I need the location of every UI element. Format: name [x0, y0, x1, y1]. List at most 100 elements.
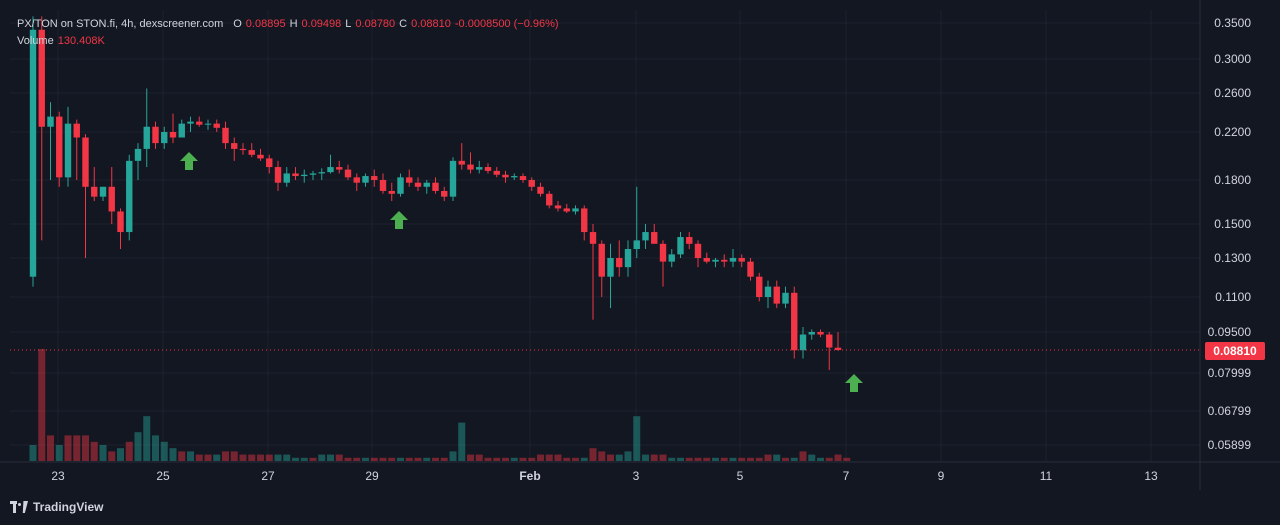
candle-body: [616, 258, 623, 268]
candle: [134, 143, 142, 180]
volume-bar: [528, 457, 536, 461]
volume-bar: [230, 451, 238, 461]
volume-bar: [388, 457, 396, 461]
volume-bar: [108, 451, 116, 461]
candle-body: [301, 174, 308, 177]
volume-bar: [178, 451, 186, 461]
candle-body: [598, 243, 605, 277]
candle-body: [799, 334, 807, 351]
candle-body: [738, 258, 745, 262]
candle: [467, 152, 474, 174]
volume-bar: [510, 457, 518, 461]
volume-bar: [677, 457, 684, 461]
volume-bars: [29, 349, 851, 461]
candle-body: [528, 180, 535, 187]
candle: [196, 116, 203, 127]
volume-bar: [493, 457, 501, 461]
volume-bar: [309, 457, 317, 461]
candle: [99, 186, 107, 201]
volume-bar: [633, 416, 641, 461]
candle: [817, 329, 824, 338]
volume-bar: [712, 457, 719, 461]
candle: [309, 170, 317, 180]
volume-bar: [475, 454, 483, 461]
y-tick-label: 0.05899: [1208, 438, 1252, 452]
volume-bar: [187, 451, 194, 461]
candle-body: [686, 237, 693, 244]
candle-body: [721, 259, 728, 262]
high-value: 0.09498: [301, 18, 342, 30]
y-tick-label: 0.2200: [1214, 125, 1251, 139]
candle-body: [563, 208, 570, 212]
chart-legend: PX/TON on STON.fi, 4h, dexscreener.com O…: [17, 16, 559, 50]
candle-body: [187, 121, 194, 124]
volume-bar: [257, 454, 264, 461]
x-tick-label: 25: [156, 469, 170, 483]
candle: [47, 102, 54, 180]
x-tick-label: 13: [1144, 469, 1158, 483]
candle-body: [82, 137, 89, 187]
candle-body: [589, 232, 597, 244]
candle: [414, 177, 422, 191]
candle: [213, 119, 220, 132]
candle-body: [371, 176, 378, 180]
volume-bar: [782, 457, 789, 461]
candle: [56, 111, 63, 187]
candle: [143, 88, 150, 168]
up-arrow-marker-icon: [180, 152, 198, 170]
candle: [729, 249, 737, 268]
candle-body: [134, 148, 142, 161]
tradingview-logo[interactable]: TradingView: [10, 500, 103, 514]
candle: [152, 121, 159, 149]
close-label: C: [399, 18, 408, 30]
last-price-tag: 0.08810: [1205, 342, 1265, 360]
volume-bar: [160, 441, 168, 461]
y-tick-label: 0.06799: [1208, 404, 1252, 418]
candle: [117, 208, 124, 250]
candle: [589, 224, 597, 320]
candle: [476, 160, 483, 174]
candle-body: [826, 334, 833, 348]
volume-bar: [537, 454, 544, 461]
candle: [423, 180, 430, 194]
volume-bar: [143, 416, 151, 461]
candle-body: [309, 173, 317, 175]
candle-body: [764, 286, 772, 297]
candle-body: [668, 254, 675, 262]
candle: [353, 173, 360, 191]
symbol-label[interactable]: PX/TON on STON.fi, 4h, dexscreener.com: [17, 18, 224, 30]
x-tick-label: 11: [1040, 469, 1053, 483]
candle: [581, 205, 588, 241]
candle-body: [791, 292, 798, 351]
candle-body: [283, 173, 290, 183]
volume-bar: [773, 454, 781, 461]
candle: [371, 169, 378, 187]
candle-body: [152, 126, 159, 144]
candle-body: [703, 258, 710, 262]
candle: [82, 134, 89, 258]
y-tick-label: 0.07999: [1208, 366, 1252, 380]
candle-body: [178, 123, 185, 138]
volume-bar: [432, 457, 439, 461]
volume-bar: [650, 454, 658, 461]
candle-body: [397, 177, 404, 194]
volume-bar: [572, 457, 579, 461]
candle-body: [624, 249, 632, 268]
candle: [38, 16, 45, 241]
candle: [266, 154, 273, 174]
candle-body: [677, 237, 684, 255]
volume-bar: [370, 457, 378, 461]
volume-bar: [292, 457, 299, 461]
volume-bar: [808, 454, 816, 461]
candle-body: [362, 176, 369, 183]
volume-bar: [484, 457, 492, 461]
volume-bar: [117, 448, 124, 461]
candle: [379, 173, 387, 194]
candle-body: [414, 182, 422, 187]
candle: [344, 164, 352, 180]
ohlc-row: PX/TON on STON.fi, 4h, dexscreener.com O…: [17, 16, 559, 33]
grid: [0, 0, 1280, 490]
y-tick-label: 0.2600: [1214, 86, 1251, 100]
candle-body: [73, 123, 80, 138]
